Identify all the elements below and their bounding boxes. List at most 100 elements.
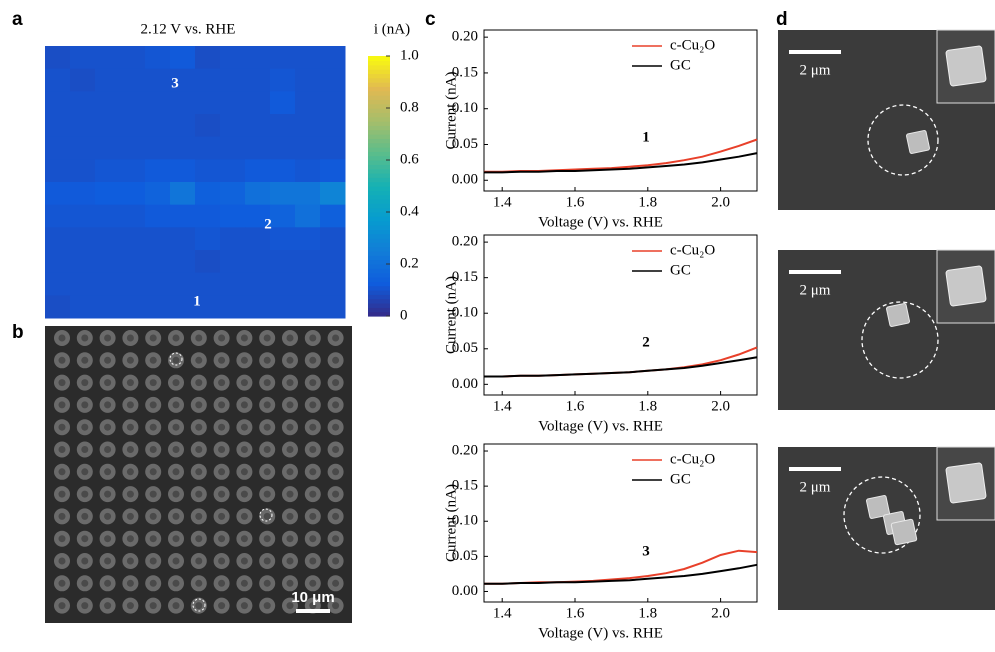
electrode-center xyxy=(263,334,271,342)
colorbar-slice xyxy=(368,294,390,300)
heatmap-cell xyxy=(270,136,296,160)
electrode-center xyxy=(309,334,317,342)
heatmap-cell xyxy=(220,68,246,92)
electrode-center xyxy=(286,535,294,543)
heatmap-cell xyxy=(245,136,271,160)
electrode-center xyxy=(195,401,203,409)
colorbar-slice xyxy=(368,168,390,174)
colorbar-slice xyxy=(368,151,390,157)
heatmap-cell xyxy=(120,159,146,183)
colorbar-slice xyxy=(368,138,390,144)
electrode-center xyxy=(240,490,248,498)
electrode-center xyxy=(81,423,89,431)
heatmap-cell xyxy=(45,91,71,115)
colorbar-slice xyxy=(368,190,390,196)
electrode-center xyxy=(172,446,180,453)
colorbar-slice xyxy=(368,142,390,148)
heatmap-cell xyxy=(220,272,246,296)
electrode-center xyxy=(263,535,271,543)
heatmap-cell xyxy=(320,250,346,274)
electrode-center xyxy=(218,490,226,498)
scale-bar-label: 2 μm xyxy=(800,62,831,78)
electrode-center xyxy=(81,334,89,342)
heatmap-cell xyxy=(245,182,271,206)
legend-label: c-Cu₂O xyxy=(670,242,715,258)
heatmap-cell xyxy=(70,46,96,70)
electrode-center xyxy=(195,490,203,498)
electrode-center xyxy=(263,512,271,520)
heatmap-cell xyxy=(320,295,346,319)
colorbar-slice xyxy=(368,177,390,183)
colorbar-slice xyxy=(368,203,390,209)
electrode-center xyxy=(58,602,66,610)
annotation: 1 xyxy=(193,293,201,309)
electrode-center xyxy=(126,557,134,565)
electrode-center xyxy=(104,401,112,409)
electrode-center xyxy=(149,579,157,587)
scale-bar xyxy=(789,467,841,471)
electrode-center xyxy=(58,468,66,476)
heatmap-cell xyxy=(270,91,296,115)
colorbar-slice xyxy=(368,64,390,70)
electrode-center xyxy=(172,512,180,520)
heatmap-cell xyxy=(320,204,346,228)
electrode-center xyxy=(126,579,134,587)
legend-label: GC xyxy=(670,57,691,73)
heatmap-cell xyxy=(145,114,171,138)
colorbar-slice xyxy=(368,264,390,269)
heatmap-cell xyxy=(270,46,296,70)
heatmap-cell xyxy=(70,182,96,206)
heatmap-cell xyxy=(220,182,246,206)
heatmap-cell xyxy=(145,91,171,115)
electrode-center xyxy=(58,379,66,387)
electrode-center xyxy=(81,490,89,498)
y-tick-label: 0.00 xyxy=(452,172,478,188)
colorbar-slice xyxy=(368,147,390,152)
electrode-center xyxy=(332,579,340,587)
electrode-center xyxy=(332,334,340,342)
electrode-center xyxy=(332,512,340,520)
y-tick-label: 0.20 xyxy=(452,234,478,250)
heatmap-cell xyxy=(270,182,296,206)
electrode-center xyxy=(172,423,180,431)
colorbar-slice xyxy=(368,207,390,213)
electrode-center xyxy=(58,423,66,431)
heatmap-cell xyxy=(95,204,121,228)
marker-circle xyxy=(192,598,206,612)
heatmap-cell xyxy=(45,182,71,206)
electrode-center xyxy=(126,401,134,409)
electrode-center xyxy=(172,379,180,387)
electrode-center xyxy=(286,334,294,342)
electrode-center xyxy=(263,446,271,453)
heatmap-cell xyxy=(295,68,321,92)
electrode-center xyxy=(263,602,271,610)
heatmap-cell xyxy=(170,204,196,228)
electrode-center xyxy=(104,423,112,431)
electrode-center xyxy=(309,379,317,387)
heatmap-cell xyxy=(45,68,71,92)
heatmap-cell xyxy=(120,68,146,92)
colorbar-slice xyxy=(368,225,390,230)
colorbar-slice xyxy=(368,86,390,92)
electrode-center xyxy=(309,602,317,610)
plot-frame xyxy=(483,443,758,603)
x-axis-label: Voltage (V) vs. RHE xyxy=(538,625,663,641)
heatmap-cell xyxy=(45,204,71,228)
electrode-center xyxy=(81,446,89,453)
colorbar-slice xyxy=(368,95,390,100)
electrode-center xyxy=(309,446,317,453)
colorbar-slice xyxy=(368,160,390,165)
electrode-center xyxy=(81,401,89,409)
chart-title: 2.12 V vs. RHE xyxy=(141,21,236,37)
electrode-center xyxy=(195,579,203,587)
heatmap-cell xyxy=(95,68,121,92)
heatmap-cell xyxy=(270,295,296,319)
electrode-center xyxy=(240,535,248,543)
electrode-center xyxy=(286,468,294,476)
particle xyxy=(886,303,910,327)
scale-bar-label: 2 μm xyxy=(800,479,831,495)
legend-label: c-Cu₂O xyxy=(670,451,715,467)
scale-bar-label: 10 μm xyxy=(291,589,334,606)
heatmap-cell xyxy=(295,91,321,115)
electrode-center xyxy=(332,356,340,364)
